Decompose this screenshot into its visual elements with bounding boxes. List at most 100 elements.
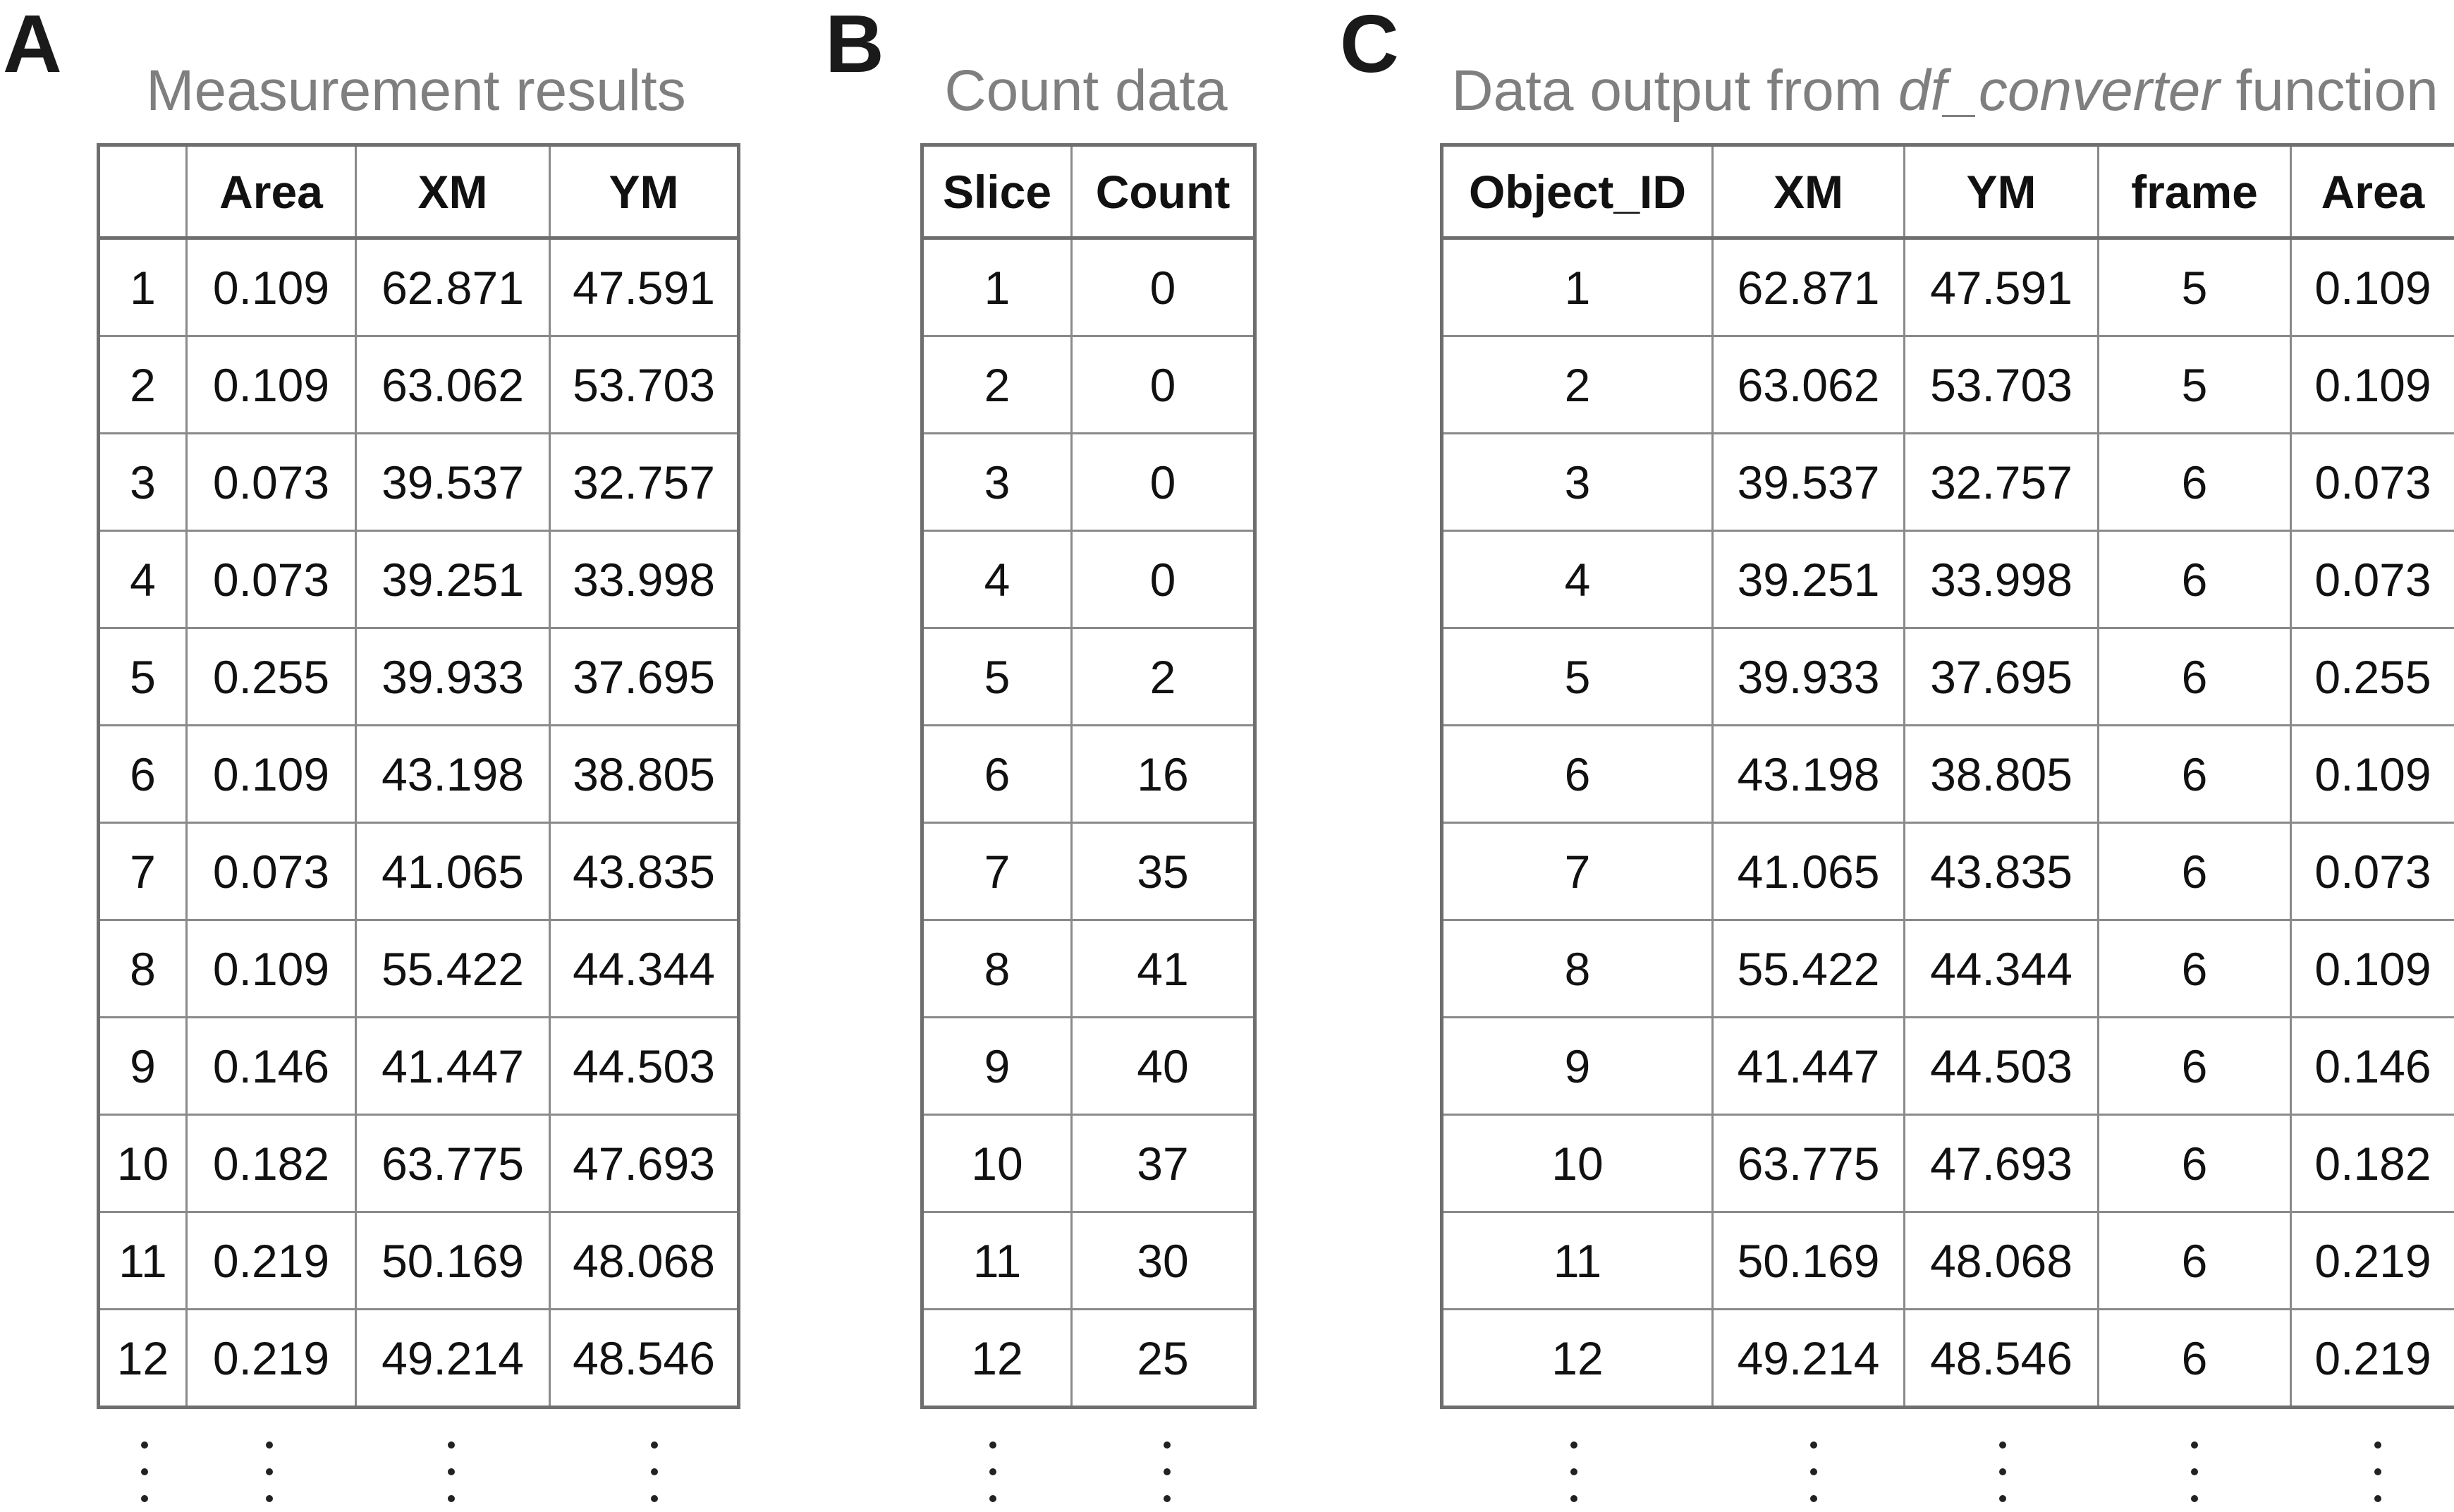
table-cell: 33.998 <box>1903 530 2099 629</box>
table-cell: 5 <box>1441 627 1714 726</box>
table-cell: 6 <box>2097 627 2292 726</box>
table-cell: 39.537 <box>1711 432 1905 532</box>
table-cell: 39.251 <box>355 530 551 629</box>
table-cell: 44.503 <box>549 1016 740 1116</box>
ellipsis-dot <box>2374 1468 2381 1475</box>
panel-c-title: Data output from df_converter function <box>1444 62 2446 120</box>
table-cell: 63.775 <box>355 1114 551 1213</box>
table-cell: 44.344 <box>1903 919 2099 1018</box>
ellipsis-dot <box>1570 1468 1577 1475</box>
table-cell: 11 <box>1441 1211 1714 1310</box>
table-cell: 0.255 <box>185 627 357 726</box>
ellipsis-dot <box>448 1468 455 1475</box>
table-cell: 50.169 <box>355 1211 551 1310</box>
table-cell: 10 <box>1441 1114 1714 1213</box>
table-row: 7 41.065 43.835 6 0.073 <box>1441 822 2454 921</box>
table-cell: 39.251 <box>1711 530 1905 629</box>
table-cell: 0.109 <box>185 335 357 434</box>
table-cell: 0.182 <box>185 1114 357 1213</box>
table-cell: 0 <box>1070 530 1256 629</box>
vertical-ellipsis <box>1567 1441 1581 1512</box>
column-header: XM <box>1711 144 1905 240</box>
table-row: 1 0.109 62.871 47.591 <box>97 237 740 337</box>
table-cell: 0.219 <box>185 1308 357 1408</box>
table-cell: 2 <box>1070 627 1256 726</box>
table-cell: 2 <box>97 335 188 434</box>
table-row: 8 55.422 44.344 6 0.109 <box>1441 919 2454 1018</box>
table-cell: 33.998 <box>549 530 740 629</box>
table-cell: 47.693 <box>549 1114 740 1213</box>
table-cell: 63.062 <box>355 335 551 434</box>
table-row: 4 39.251 33.998 6 0.073 <box>1441 530 2454 629</box>
table-cell: 6 <box>2097 1016 2292 1116</box>
table-cell: 25 <box>1070 1308 1256 1408</box>
table-cell: 7 <box>921 822 1073 921</box>
column-header: frame <box>2097 144 2292 240</box>
table-cell: 8 <box>1441 919 1714 1018</box>
table-row: 4 0.073 39.251 33.998 <box>97 530 740 629</box>
header-row: Slice Count <box>921 144 1256 240</box>
table-cell: 9 <box>1441 1016 1714 1116</box>
table-cell: 44.344 <box>549 919 740 1018</box>
table-row: 3 0.073 39.537 32.757 <box>97 432 740 532</box>
vertical-ellipsis <box>444 1441 458 1512</box>
ellipsis-dot <box>266 1495 273 1502</box>
table-cell: 6 <box>1441 724 1714 824</box>
table-cell: 62.871 <box>355 237 551 337</box>
table-row: 7 35 <box>921 822 1256 921</box>
table-cell: 0.219 <box>185 1211 357 1310</box>
vertical-ellipsis <box>2371 1441 2385 1512</box>
table-cell: 43.198 <box>1711 724 1905 824</box>
table-row: 10 37 <box>921 1114 1256 1213</box>
ellipsis-dot <box>141 1468 148 1475</box>
vertical-ellipsis <box>1160 1441 1174 1512</box>
table-cell: 0 <box>1070 335 1256 434</box>
table-cell: 0.109 <box>2290 724 2454 824</box>
table-cell: 41.447 <box>1711 1016 1905 1116</box>
table-cell: 1 <box>921 237 1073 337</box>
table-cell: 8 <box>921 919 1073 1018</box>
table-row: 2 0.109 63.062 53.703 <box>97 335 740 434</box>
table-cell: 5 <box>2097 335 2292 434</box>
table-cell: 0.109 <box>185 919 357 1018</box>
table-row: 12 25 <box>921 1308 1256 1408</box>
table-cell: 4 <box>1441 530 1714 629</box>
table-row: 10 0.182 63.775 47.693 <box>97 1114 740 1213</box>
table-cell: 47.591 <box>549 237 740 337</box>
table-cell: 40 <box>1070 1016 1256 1116</box>
ellipsis-dot <box>989 1468 996 1475</box>
table-cell: 0.073 <box>185 822 357 921</box>
table-cell: 32.757 <box>1903 432 2099 532</box>
table-row: 12 0.219 49.214 48.546 <box>97 1308 740 1408</box>
table-cell: 6 <box>2097 1114 2292 1213</box>
table-cell: 11 <box>921 1211 1073 1310</box>
ellipsis-dot <box>266 1441 273 1449</box>
table-cell: 10 <box>921 1114 1073 1213</box>
table-row: 9 41.447 44.503 6 0.146 <box>1441 1016 2454 1116</box>
count-data-table: Slice Count 1 0 2 0 3 0 4 0 5 2 6 16 7 35 8 41 9 40 10 37 11 3… <box>920 143 1257 1409</box>
table-cell: 0.073 <box>185 530 357 629</box>
table-cell: 12 <box>97 1308 188 1408</box>
ellipsis-dot <box>2374 1495 2381 1502</box>
table-cell: 35 <box>1070 822 1256 921</box>
table-cell: 41.447 <box>355 1016 551 1116</box>
table-row: 5 0.255 39.933 37.695 <box>97 627 740 726</box>
ellipsis-dot <box>651 1468 658 1475</box>
ellipsis-dot <box>1164 1468 1171 1475</box>
table-row: 10 63.775 47.693 6 0.182 <box>1441 1114 2454 1213</box>
table-cell: 6 <box>2097 1211 2292 1310</box>
ellipsis-dot <box>1164 1441 1171 1449</box>
table-row: 11 0.219 50.169 48.068 <box>97 1211 740 1310</box>
vertical-ellipsis <box>138 1441 152 1512</box>
table-cell: 0.182 <box>2290 1114 2454 1213</box>
table-cell: 7 <box>1441 822 1714 921</box>
ellipsis-dot <box>1570 1441 1577 1449</box>
column-header: Count <box>1070 144 1256 240</box>
table-cell: 37 <box>1070 1114 1256 1213</box>
ellipsis-dot <box>2191 1468 2198 1475</box>
table-cell: 3 <box>921 432 1073 532</box>
table-cell: 48.068 <box>549 1211 740 1310</box>
header-row: Object_ID XM YM frame Area <box>1441 144 2454 240</box>
ellipsis-dot <box>141 1495 148 1502</box>
table-cell: 49.214 <box>1711 1308 1905 1408</box>
